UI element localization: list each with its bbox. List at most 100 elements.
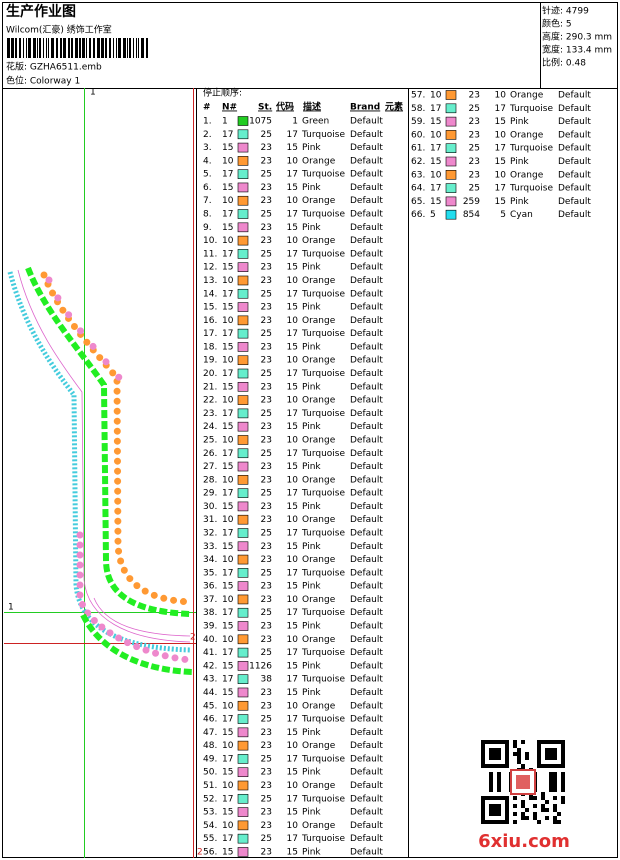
stitches: 23 bbox=[261, 435, 272, 445]
qr-cell bbox=[561, 756, 565, 760]
brand: Default bbox=[350, 223, 383, 233]
info-item: 颜色: 5 bbox=[542, 18, 572, 30]
stitches: 23 bbox=[261, 382, 272, 392]
qr-cell bbox=[557, 764, 561, 768]
swatch bbox=[237, 195, 249, 206]
qr-cell bbox=[505, 764, 509, 768]
qr-cell bbox=[533, 804, 537, 808]
column-header: St. bbox=[258, 103, 272, 113]
description: Orange bbox=[302, 276, 336, 286]
qr-cell bbox=[485, 740, 489, 744]
qr-cell bbox=[561, 780, 565, 784]
swatch bbox=[237, 142, 249, 153]
qr-cell bbox=[557, 740, 561, 744]
qr-cell bbox=[521, 804, 525, 808]
qr-cell bbox=[489, 764, 493, 768]
qr-cell bbox=[537, 748, 541, 752]
stop-number: 24. bbox=[203, 422, 217, 432]
qr-cell bbox=[481, 756, 485, 760]
brand: Default bbox=[558, 184, 591, 194]
stop-number: 16. bbox=[203, 316, 217, 326]
stop-number: 36. bbox=[203, 582, 217, 592]
description: Orange bbox=[510, 170, 544, 180]
code: 10 bbox=[287, 475, 299, 485]
needle: 17 bbox=[222, 170, 233, 180]
description: Orange bbox=[302, 356, 336, 366]
qr-cell bbox=[533, 812, 537, 816]
code: 17 bbox=[287, 794, 298, 804]
stitches: 23 bbox=[261, 582, 272, 592]
qr-cell bbox=[497, 796, 501, 800]
bar bbox=[133, 38, 134, 58]
qr-cell bbox=[497, 752, 501, 756]
stitches: 23 bbox=[261, 847, 272, 857]
swatch bbox=[237, 342, 249, 352]
brand: Default bbox=[350, 808, 383, 818]
swatch bbox=[237, 116, 249, 126]
needle: 15 bbox=[222, 688, 233, 698]
brand: Default bbox=[350, 768, 383, 778]
qr-cell bbox=[481, 796, 485, 800]
qr-cell bbox=[497, 740, 501, 744]
stop-number: 46. bbox=[203, 715, 217, 725]
column-header: Brand bbox=[350, 103, 380, 113]
stop-number: 59. bbox=[411, 117, 425, 127]
stitches: 23 bbox=[261, 728, 272, 738]
brand: Default bbox=[350, 369, 383, 379]
stop-number: 62. bbox=[411, 157, 425, 167]
stitches: 25 bbox=[261, 369, 272, 379]
stitches: 23 bbox=[261, 316, 272, 326]
swatch bbox=[237, 475, 249, 485]
code: 10 bbox=[287, 396, 299, 406]
bar bbox=[97, 38, 100, 58]
stitches: 23 bbox=[469, 170, 480, 180]
seal-inner bbox=[516, 775, 530, 789]
info-item: 比例: 0.48 bbox=[542, 57, 586, 69]
brand: Default bbox=[350, 515, 383, 525]
qr-cell bbox=[497, 772, 501, 776]
stitches: 25 bbox=[261, 754, 272, 764]
column-header: 元素 bbox=[385, 101, 403, 113]
qr-cell bbox=[497, 776, 501, 780]
brand: Default bbox=[350, 528, 383, 538]
qr-cell bbox=[553, 756, 557, 760]
description: Pink bbox=[302, 462, 321, 472]
stitches: 23 bbox=[261, 701, 272, 711]
description: Turquoise bbox=[509, 144, 553, 154]
swatch bbox=[237, 767, 249, 778]
brand: Default bbox=[350, 608, 383, 618]
stitches: 23 bbox=[261, 768, 272, 778]
brand: Default bbox=[350, 435, 383, 445]
stop-number: 22. bbox=[203, 396, 217, 406]
needle: 10 bbox=[222, 276, 234, 286]
code: 17 bbox=[495, 104, 506, 114]
stitches: 25 bbox=[261, 329, 272, 339]
stitches: 23 bbox=[469, 91, 480, 101]
qr-cell bbox=[553, 776, 557, 780]
qr-cell bbox=[493, 756, 497, 760]
qr-cell bbox=[485, 764, 489, 768]
swatch bbox=[237, 634, 249, 645]
qr-cell bbox=[537, 760, 541, 764]
qr-cell bbox=[497, 748, 501, 752]
qr-cell bbox=[481, 808, 485, 812]
code: 10 bbox=[495, 130, 507, 140]
stop-number: 57. bbox=[411, 91, 425, 101]
stop-number: 40. bbox=[203, 635, 217, 645]
code: 17 bbox=[287, 210, 298, 220]
code: 15 bbox=[495, 197, 506, 207]
marker: 1 bbox=[8, 603, 14, 613]
swatch bbox=[237, 395, 249, 405]
stitches: 25 bbox=[261, 210, 272, 220]
swatch bbox=[237, 209, 249, 219]
satin bbox=[80, 613, 193, 675]
qr-cell bbox=[541, 808, 545, 812]
stop-number: 29. bbox=[203, 489, 217, 499]
needle: 17 bbox=[222, 289, 233, 299]
description: Pink bbox=[510, 117, 529, 127]
subtitle: Wilcom(汇豪) 绣饰工作室 bbox=[6, 24, 112, 36]
swatch bbox=[237, 302, 249, 312]
stop-number: 30. bbox=[203, 502, 217, 512]
needle: 10 bbox=[222, 435, 234, 445]
swatch bbox=[237, 421, 249, 432]
